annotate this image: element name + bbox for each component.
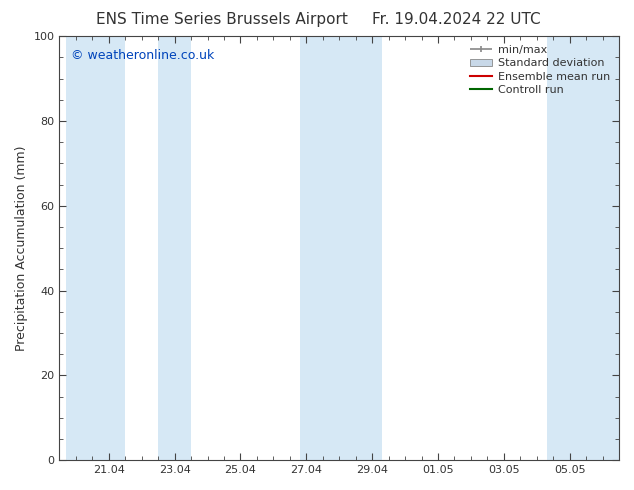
Bar <box>158 36 191 460</box>
Text: ENS Time Series Brussels Airport: ENS Time Series Brussels Airport <box>96 12 348 27</box>
Text: Fr. 19.04.2024 22 UTC: Fr. 19.04.2024 22 UTC <box>372 12 541 27</box>
Bar <box>66 36 126 460</box>
Text: © weatheronline.co.uk: © weatheronline.co.uk <box>70 49 214 62</box>
Bar <box>547 36 619 460</box>
Legend: min/max, Standard deviation, Ensemble mean run, Controll run: min/max, Standard deviation, Ensemble me… <box>465 41 614 99</box>
Y-axis label: Precipitation Accumulation (mm): Precipitation Accumulation (mm) <box>15 146 28 351</box>
Bar <box>300 36 382 460</box>
